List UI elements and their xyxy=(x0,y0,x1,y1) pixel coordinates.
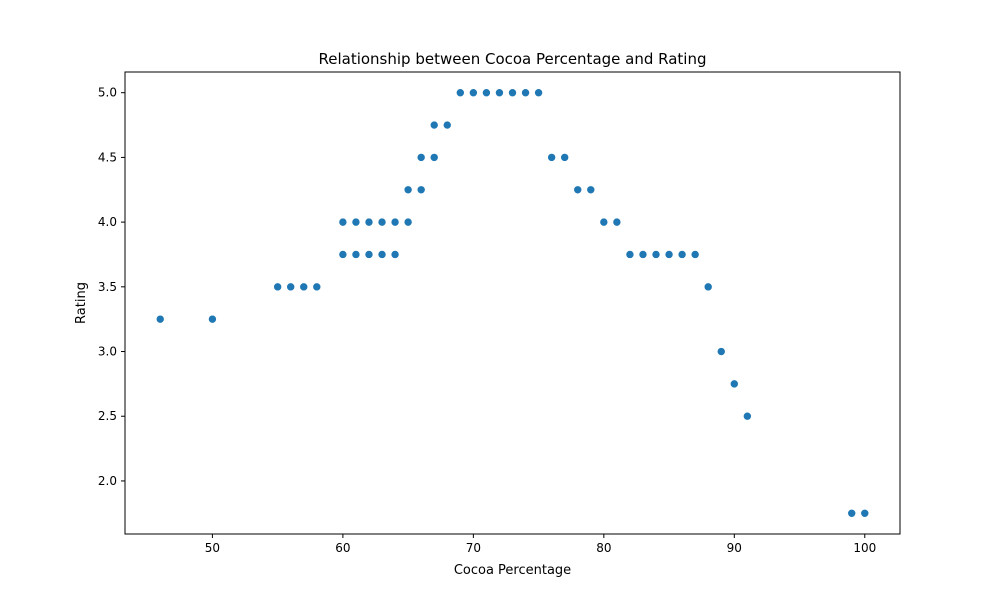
x-tick-label: 60 xyxy=(335,541,350,555)
data-point xyxy=(155,314,165,324)
data-point xyxy=(429,120,439,130)
data-point xyxy=(599,217,609,227)
data-point xyxy=(521,88,530,98)
data-point xyxy=(860,508,870,518)
data-point xyxy=(416,153,426,162)
data-point xyxy=(442,120,452,130)
data-point xyxy=(403,217,413,227)
points-layer xyxy=(155,88,870,518)
data-point xyxy=(743,411,752,421)
y-axis-label: Rating xyxy=(74,282,89,324)
y-tick-label: 2.0 xyxy=(98,474,117,488)
data-point xyxy=(703,282,713,292)
data-point xyxy=(573,185,583,195)
data-point xyxy=(338,250,348,259)
data-point xyxy=(651,250,661,259)
data-point xyxy=(586,185,596,195)
y-tick-label: 3.0 xyxy=(98,345,117,359)
x-axis-ticks: 50 60 70 80 90 100 xyxy=(205,534,876,555)
data-point xyxy=(456,88,465,98)
data-point xyxy=(482,88,491,98)
data-point xyxy=(416,185,426,195)
y-tick-label: 5.0 xyxy=(98,86,117,100)
y-tick-label: 2.5 xyxy=(98,409,117,423)
x-tick-label: 90 xyxy=(727,541,742,555)
data-point xyxy=(560,153,569,162)
data-point xyxy=(495,88,504,98)
data-point xyxy=(730,379,739,389)
data-point xyxy=(338,217,348,227)
data-point xyxy=(364,217,374,227)
data-point xyxy=(429,153,439,162)
data-point xyxy=(638,250,648,259)
data-point xyxy=(508,88,517,98)
y-axis-ticks: 2.0 2.5 3.0 3.5 4.0 4.5 5.0 xyxy=(98,86,125,488)
x-tick-label: 50 xyxy=(205,541,220,555)
data-point xyxy=(299,282,309,292)
data-point xyxy=(547,153,556,162)
data-point xyxy=(612,217,622,227)
data-point xyxy=(625,250,635,259)
data-point xyxy=(664,250,674,259)
data-point xyxy=(469,88,478,98)
data-point xyxy=(377,250,387,259)
data-point xyxy=(390,217,400,227)
y-tick-label: 4.0 xyxy=(98,215,117,229)
data-point xyxy=(273,282,282,292)
data-point xyxy=(377,217,387,227)
data-point xyxy=(403,185,413,195)
x-tick-label: 100 xyxy=(853,541,876,555)
x-tick-label: 70 xyxy=(466,541,481,555)
data-point xyxy=(312,282,322,292)
x-tick-label: 80 xyxy=(596,541,611,555)
data-point xyxy=(677,250,687,259)
data-point xyxy=(716,347,726,356)
x-axis-label: Cocoa Percentage xyxy=(454,563,571,578)
data-point xyxy=(351,217,361,227)
plot-frame xyxy=(124,71,901,535)
y-tick-label: 3.5 xyxy=(98,280,117,294)
data-point xyxy=(847,508,857,518)
chart-title: Relationship between Cocoa Percentage an… xyxy=(318,50,706,68)
data-point xyxy=(534,88,543,98)
y-tick-label: 4.5 xyxy=(98,150,117,164)
data-point xyxy=(351,250,361,259)
data-point xyxy=(286,282,295,292)
data-point xyxy=(690,250,700,259)
data-point xyxy=(364,250,374,259)
data-point xyxy=(390,250,400,259)
data-point xyxy=(208,314,217,324)
